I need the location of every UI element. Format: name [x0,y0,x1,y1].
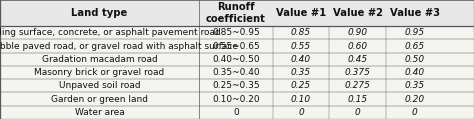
Bar [0,0,474,26]
Text: Gradation macadam road: Gradation macadam road [42,55,157,64]
Text: 0.25: 0.25 [291,81,311,90]
Text: 0.95: 0.95 [405,28,425,37]
Text: 0.50: 0.50 [405,55,425,64]
Text: 0.60: 0.60 [348,42,368,51]
Text: Building surface, concrete, or asphalt pavement road: Building surface, concrete, or asphalt p… [0,28,220,37]
Text: 0.45: 0.45 [348,55,368,64]
Text: Masonry brick or gravel road: Masonry brick or gravel road [35,68,164,77]
Text: 0.65: 0.65 [405,42,425,51]
Text: Land type: Land type [72,8,128,18]
Text: 0.55~0.65: 0.55~0.65 [212,42,260,51]
Text: 0.55: 0.55 [291,42,311,51]
Text: Garden or green land: Garden or green land [51,95,148,104]
Text: 0.10~0.20: 0.10~0.20 [212,95,260,104]
Text: 0: 0 [233,108,239,117]
Text: 0.35: 0.35 [405,81,425,90]
Text: Value #2: Value #2 [333,8,383,18]
Text: 0: 0 [298,108,304,117]
Text: 0.10: 0.10 [291,95,311,104]
Text: 0.85: 0.85 [291,28,311,37]
Text: 0.85~0.95: 0.85~0.95 [212,28,260,37]
Text: 0.275: 0.275 [345,81,371,90]
Text: 0.35~0.40: 0.35~0.40 [212,68,260,77]
Text: 0.40~0.50: 0.40~0.50 [212,55,260,64]
Text: 0.15: 0.15 [348,95,368,104]
Text: Runoff
coefficient: Runoff coefficient [206,2,266,24]
Text: Unpaved soil road: Unpaved soil road [59,81,140,90]
Text: Value #3: Value #3 [390,8,440,18]
Text: 0.40: 0.40 [291,55,311,64]
Text: Large rubble paved road, or gravel road with asphalt surface: Large rubble paved road, or gravel road … [0,42,237,51]
Text: Water area: Water area [75,108,124,117]
Text: 0.35: 0.35 [291,68,311,77]
Text: 0.20: 0.20 [405,95,425,104]
Text: 0.375: 0.375 [345,68,371,77]
Text: 0: 0 [412,108,418,117]
Text: Value #1: Value #1 [276,8,326,18]
Text: 0.40: 0.40 [405,68,425,77]
Text: 0.25~0.35: 0.25~0.35 [212,81,260,90]
Text: 0: 0 [355,108,361,117]
Text: 0.90: 0.90 [348,28,368,37]
